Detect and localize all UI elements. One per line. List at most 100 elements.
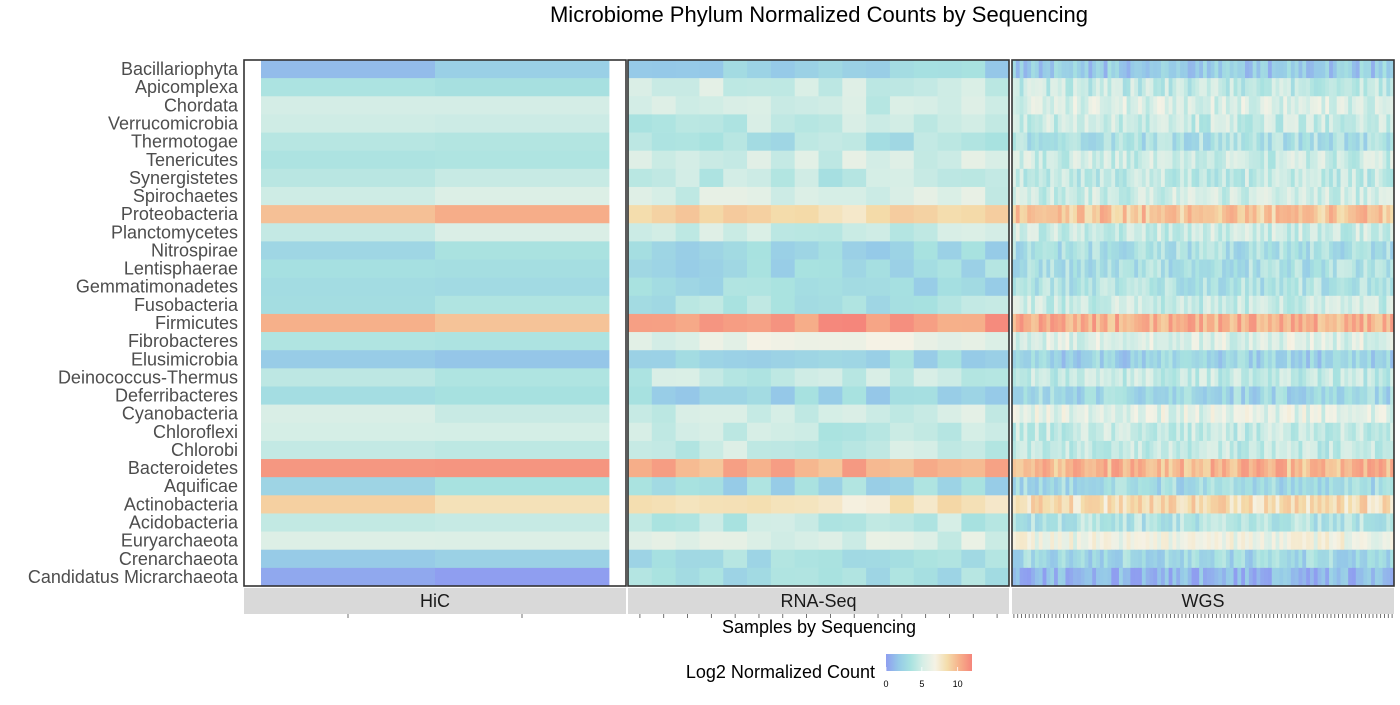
heatmap-cell — [1180, 531, 1185, 551]
heatmap-cell — [1390, 332, 1395, 351]
heatmap-cell — [1218, 404, 1223, 424]
heatmap-cell — [1306, 567, 1311, 587]
heatmap-cell — [1084, 205, 1089, 224]
heatmap-cell — [1218, 132, 1223, 151]
heatmap-cell — [1012, 223, 1017, 242]
heatmap-cell — [1103, 150, 1108, 170]
heatmap-cell — [1183, 60, 1189, 79]
heatmap-cell — [1287, 495, 1292, 514]
heatmap-cell — [1237, 186, 1242, 206]
heatmap-cell — [1206, 96, 1212, 115]
heatmap-cell — [651, 422, 677, 442]
heatmap-cell — [723, 531, 748, 551]
heatmap-cell — [1275, 477, 1280, 496]
heatmap-cell — [961, 495, 986, 514]
heatmap-cell — [1099, 549, 1105, 569]
heatmap-cell — [1390, 477, 1395, 496]
heatmap-cell — [1287, 150, 1292, 170]
heatmap-cell — [1019, 422, 1024, 442]
heatmap-cell — [699, 440, 724, 460]
heatmap-cell — [1027, 567, 1032, 587]
heatmap-cell — [651, 295, 677, 315]
heatmap-cell — [985, 368, 1010, 387]
heatmap-cell — [1260, 259, 1265, 278]
heatmap-cell — [1145, 259, 1150, 278]
heatmap-cell — [1325, 313, 1330, 333]
heatmap-cell — [1317, 495, 1322, 514]
heatmap-cell — [1172, 277, 1177, 297]
heatmap-cell — [1145, 368, 1150, 387]
heatmap-cell — [1038, 404, 1043, 424]
heatmap-cell — [1222, 241, 1227, 260]
heatmap-cell — [1386, 114, 1391, 133]
heatmap-cell — [961, 422, 986, 442]
heatmap-cell — [1057, 440, 1063, 460]
heatmap-cell — [889, 313, 915, 333]
heatmap-cell — [913, 368, 938, 387]
heatmap-cell — [1015, 132, 1021, 151]
heatmap-cell — [1203, 567, 1208, 587]
heatmap-cell — [1317, 386, 1322, 405]
heatmap-cell — [1096, 150, 1101, 170]
heatmap-cell — [1073, 440, 1078, 460]
heatmap-cell — [1252, 549, 1257, 569]
heatmap-cell — [1061, 114, 1066, 133]
heatmap-cell — [1195, 168, 1200, 188]
heatmap-cell — [1378, 422, 1383, 442]
heatmap-cell — [1111, 531, 1116, 551]
heatmap-cell — [1351, 459, 1357, 478]
heatmap-cell — [1386, 78, 1391, 97]
heatmap-cell — [1355, 241, 1361, 260]
heatmap-cell — [1367, 277, 1372, 297]
heatmap-cell — [1076, 459, 1082, 478]
heatmap-cell — [1191, 440, 1196, 460]
heatmap-cell — [1191, 96, 1196, 115]
heatmap-cell — [1061, 277, 1066, 297]
heatmap-cell — [1012, 422, 1017, 442]
y-tick-label: Deferribacteres — [115, 386, 238, 406]
heatmap-cell — [1386, 313, 1391, 333]
heatmap-cell — [1344, 259, 1349, 278]
heatmap-cell — [699, 513, 724, 532]
heatmap-cell — [1118, 477, 1124, 496]
heatmap-cell — [1329, 422, 1334, 442]
heatmap-cell — [1065, 386, 1070, 405]
heatmap-cell — [913, 477, 938, 496]
heatmap-cell — [1206, 386, 1212, 405]
heatmap-cell — [1122, 477, 1127, 496]
heatmap-cell — [1187, 168, 1192, 188]
heatmap-cell — [1344, 531, 1349, 551]
heatmap-cell — [1371, 60, 1376, 79]
heatmap-cell — [1348, 549, 1353, 569]
heatmap-cell — [1099, 132, 1105, 151]
heatmap-cell — [1107, 422, 1112, 442]
heatmap-cell — [1157, 60, 1162, 79]
heatmap-cell — [1267, 295, 1273, 315]
heatmap-cell — [961, 277, 986, 297]
heatmap-cell — [1371, 295, 1376, 315]
heatmap-cell — [699, 132, 724, 151]
heatmap-cell — [1187, 440, 1192, 460]
heatmap-cell — [1325, 132, 1330, 151]
heatmap-cell — [1267, 60, 1273, 79]
heatmap-cell — [1172, 368, 1177, 387]
heatmap-cell — [1260, 168, 1265, 188]
heatmap-cell — [1012, 205, 1017, 224]
heatmap-cell — [1382, 567, 1387, 587]
heatmap-cell — [1275, 259, 1280, 278]
heatmap-cell — [1267, 259, 1273, 278]
heatmap-cell — [1088, 60, 1093, 79]
heatmap-cell — [1336, 241, 1341, 260]
heatmap-cell — [1118, 332, 1124, 351]
heatmap-cell — [1206, 422, 1212, 442]
heatmap-cell — [1157, 332, 1162, 351]
heatmap-cell — [1012, 459, 1017, 478]
heatmap-cell — [1130, 422, 1135, 442]
heatmap-cell — [1069, 277, 1074, 297]
heatmap-cell — [1073, 422, 1078, 442]
heatmap-cell — [1214, 150, 1219, 170]
heatmap-cell — [1057, 531, 1063, 551]
heatmap-cell — [1279, 205, 1284, 224]
heatmap-cell — [1210, 513, 1215, 532]
heatmap-cell — [1073, 386, 1078, 405]
